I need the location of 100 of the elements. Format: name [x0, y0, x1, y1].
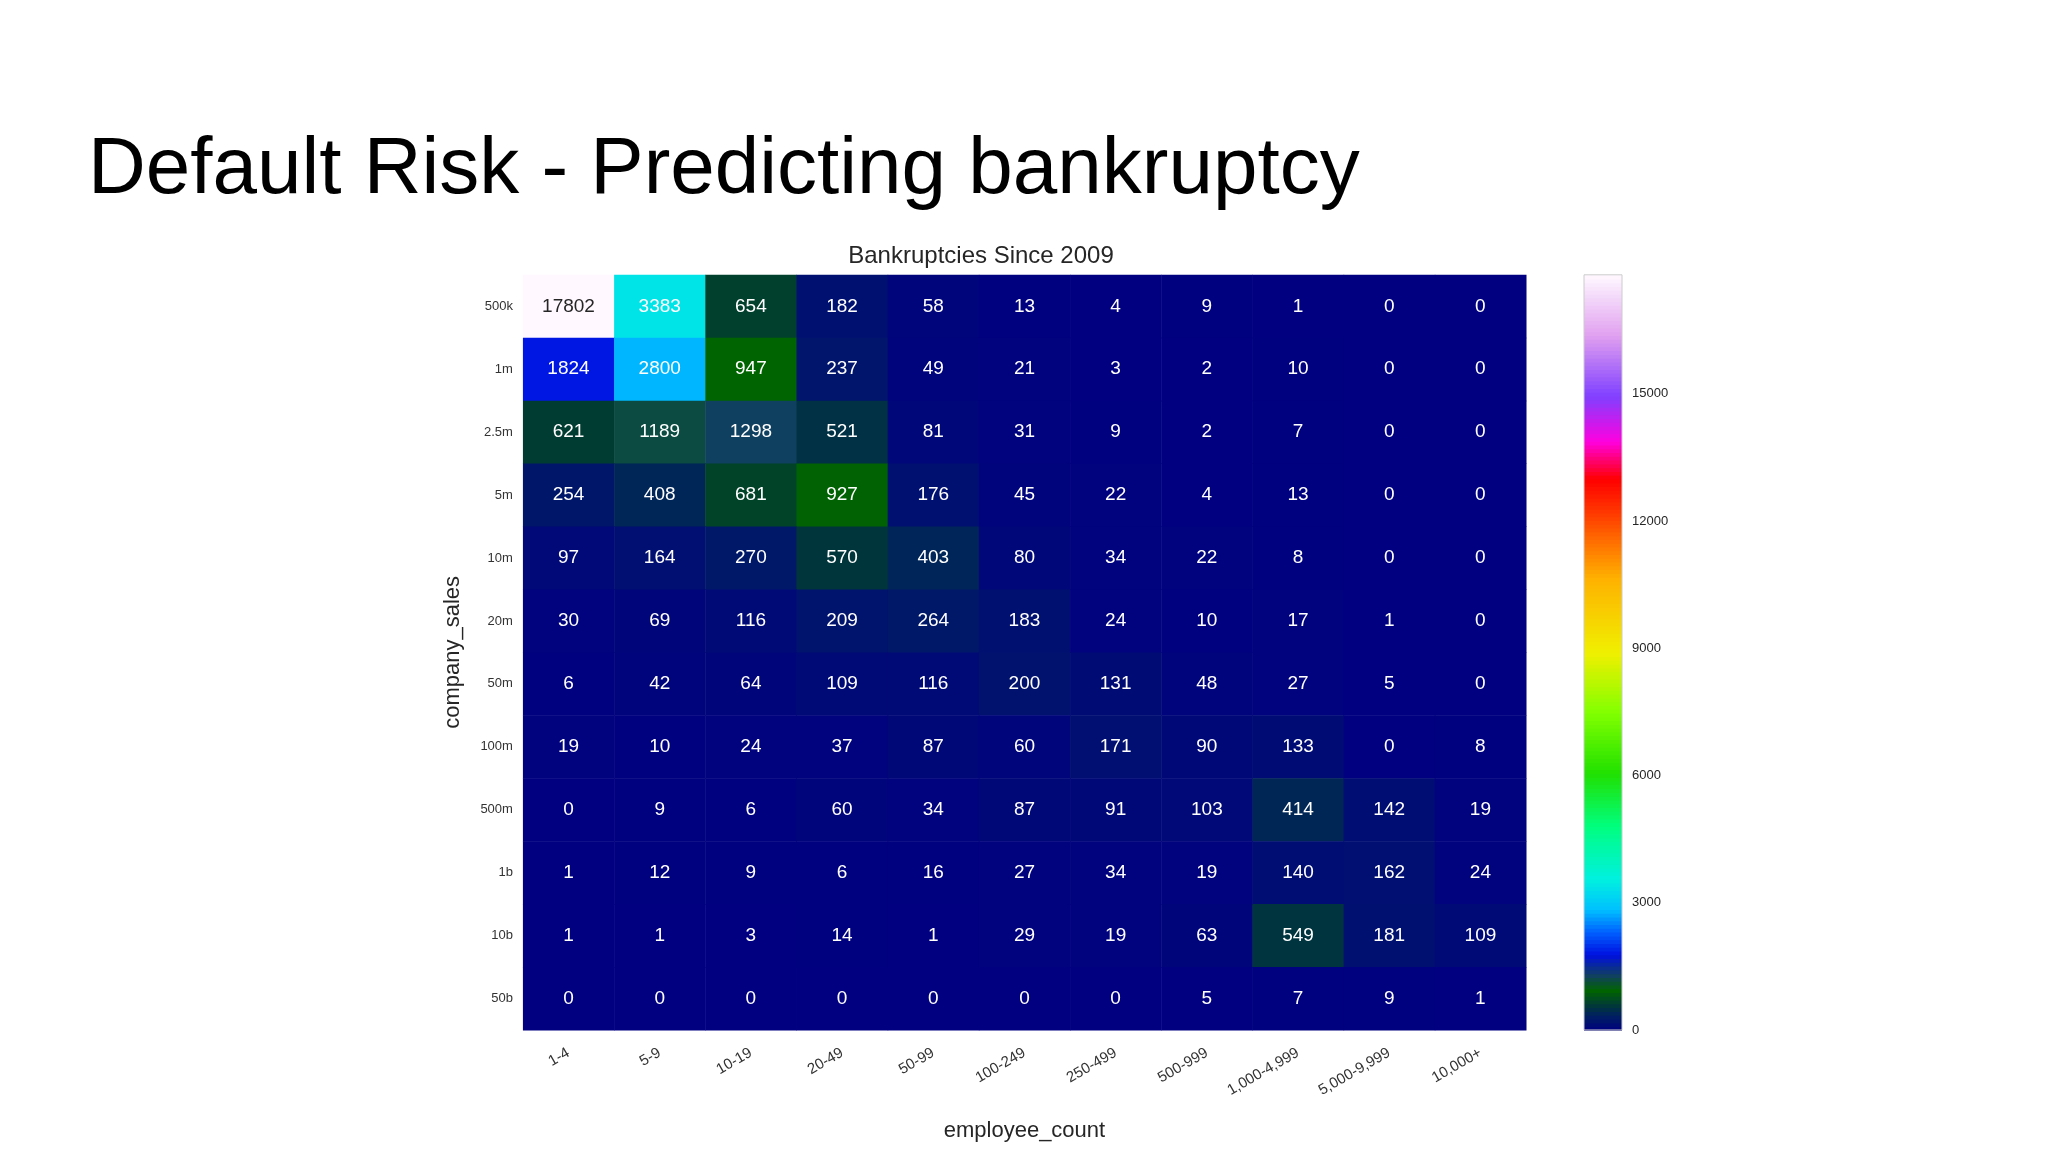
data-label: 19	[1469, 797, 1491, 819]
data-label: 182	[826, 294, 858, 316]
data-label: 97	[557, 546, 580, 568]
data-label: 270	[735, 546, 767, 568]
data-label: 13	[1013, 294, 1036, 316]
data-label: 1	[563, 923, 574, 945]
data-label: 91	[1105, 797, 1127, 819]
data-label: 42	[649, 672, 671, 694]
data-label: 4	[1201, 483, 1213, 505]
y-axis-title: company_sales	[439, 575, 465, 729]
data-label: 1	[563, 860, 574, 882]
data-label: 8	[1475, 735, 1486, 757]
data-label: 654	[735, 294, 768, 316]
data-label: 4	[1110, 294, 1122, 316]
data-label: 60	[1013, 735, 1036, 757]
y-tick-label: 20m	[487, 612, 513, 628]
data-label: 7	[1292, 986, 1304, 1008]
data-label: 570	[826, 546, 858, 568]
y-tick-label: 2.5m	[484, 423, 513, 439]
data-label: 87	[922, 735, 944, 757]
chart-subtitle: Bankruptcies Since 2009	[848, 241, 1114, 269]
data-label: 164	[643, 546, 676, 568]
data-label: 10	[1196, 609, 1218, 631]
data-label: 34	[1105, 546, 1127, 568]
data-label: 403	[917, 546, 950, 568]
data-label: 22	[1196, 546, 1218, 568]
data-label: 0	[1383, 483, 1395, 505]
data-label: 21	[1013, 357, 1036, 379]
data-label: 6	[745, 797, 757, 819]
data-label: 14	[831, 923, 854, 945]
data-label: 140	[1282, 860, 1314, 882]
data-label: 6	[563, 672, 574, 694]
data-label: 0	[1383, 735, 1395, 757]
data-label: 131	[1099, 672, 1132, 694]
data-label: 48	[1196, 672, 1218, 694]
color-bar-label: 6000	[1632, 767, 1661, 783]
data-label: 63	[1196, 923, 1218, 945]
data-label: 237	[826, 357, 858, 379]
data-label: 27	[1287, 672, 1309, 694]
data-label: 927	[826, 483, 858, 505]
data-label: 521	[826, 420, 858, 442]
data-label: 13	[1287, 483, 1309, 505]
data-label: 0	[1475, 609, 1486, 631]
data-label: 116	[735, 609, 767, 631]
data-label: 10	[1287, 357, 1309, 379]
color-bar-label: 9000	[1632, 639, 1661, 655]
data-label: 16	[922, 860, 944, 882]
data-label: 1298	[729, 420, 773, 442]
data-label: 109	[1464, 923, 1497, 945]
data-label: 1	[1292, 294, 1304, 316]
data-label: 87	[1013, 797, 1036, 819]
y-tick-label: 100m	[480, 738, 513, 754]
data-label: 37	[831, 735, 853, 757]
data-label: 254	[552, 483, 585, 505]
data-label: 0	[745, 986, 757, 1008]
x-tick-label: 1-4	[544, 1043, 573, 1069]
data-label: 0	[836, 986, 848, 1008]
data-label: 1	[1475, 986, 1486, 1008]
data-label: 81	[922, 420, 944, 442]
data-label: 29	[1013, 923, 1036, 945]
data-label: 183	[1008, 609, 1041, 631]
data-label: 0	[1475, 672, 1486, 694]
data-label: 0	[1383, 546, 1395, 568]
data-label: 17802	[542, 294, 595, 316]
y-tick-label: 10b	[491, 927, 513, 943]
data-label: 103	[1190, 797, 1223, 819]
data-label: 19	[1105, 923, 1127, 945]
data-label: 34	[1105, 860, 1127, 882]
data-label: 0	[1383, 420, 1395, 442]
y-tick-label: 10m	[487, 549, 513, 565]
data-label: 0	[563, 797, 574, 819]
data-label: 90	[1196, 735, 1218, 757]
x-axis-title: employee_count	[943, 1116, 1106, 1142]
data-label: 10	[649, 735, 671, 757]
data-label: 17	[1287, 609, 1309, 631]
data-label: 9	[654, 797, 665, 819]
data-label: 2	[1201, 420, 1213, 442]
data-label: 45	[1013, 483, 1036, 505]
data-label: 176	[917, 483, 950, 505]
data-label: 2	[1201, 357, 1213, 379]
data-label: 0	[1383, 357, 1395, 379]
data-label: 142	[1373, 797, 1406, 819]
data-label: 0	[1475, 294, 1486, 316]
data-label: 209	[826, 609, 858, 631]
data-label: 0	[1475, 420, 1486, 442]
data-label: 200	[1008, 672, 1041, 694]
data-label: 0	[1475, 546, 1486, 568]
data-label: 64	[740, 672, 762, 694]
data-label: 0	[1383, 294, 1395, 316]
data-label: 9	[745, 860, 757, 882]
data-label: 162	[1373, 860, 1406, 882]
data-label: 0	[1475, 483, 1486, 505]
data-label: 31	[1013, 420, 1036, 442]
data-label: 681	[735, 483, 767, 505]
y-tick-label: 50b	[491, 990, 513, 1006]
data-label: 24	[1105, 609, 1127, 631]
y-tick-label: 1b	[498, 864, 513, 880]
data-label: 408	[643, 483, 676, 505]
data-label: 8	[1292, 546, 1304, 568]
data-label: 133	[1282, 735, 1314, 757]
